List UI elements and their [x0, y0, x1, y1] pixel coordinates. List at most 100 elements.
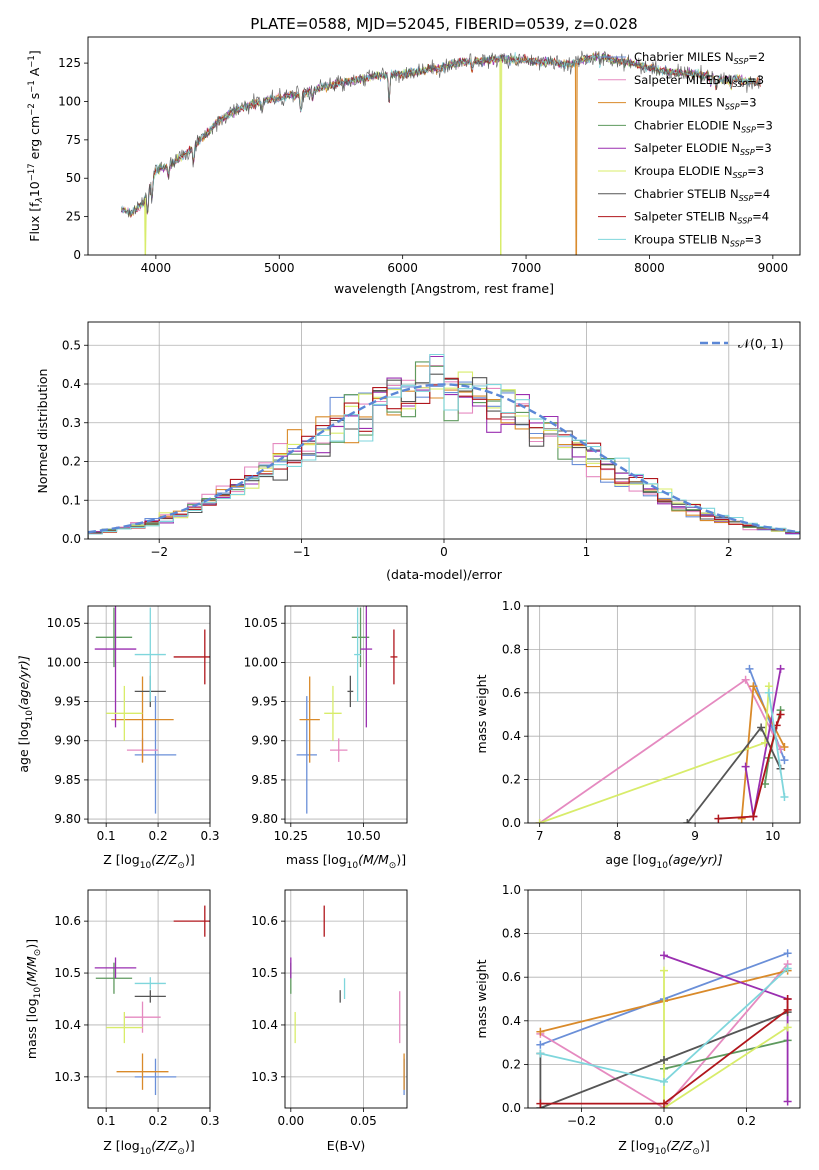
- weight-marker: [660, 1077, 668, 1086]
- spectrum-plot-area: [120, 50, 761, 255]
- weight-marker: [783, 964, 792, 973]
- weight-marker: [764, 688, 773, 697]
- weight-line: [539, 678, 782, 823]
- normal-curve: [88, 383, 800, 534]
- weight-marker: [776, 664, 785, 673]
- age_vs_Z-ytick-label: 9.95: [54, 695, 81, 709]
- age_vs_Z-frame: [87, 605, 211, 824]
- spectrum-axes: 4000 5000 6000 7000 8000 9000 0 25 50 75 100 125 wav…: [27, 36, 801, 296]
- mass_vs_ebv-frame: [284, 889, 408, 1109]
- weight-marker: [741, 675, 750, 684]
- age_vs_Z-ytick-label: 9.80: [54, 812, 81, 826]
- weight_vs_Z-ytick-label: 1.0: [502, 883, 521, 897]
- mass_vs_ebv-xtick-label: 0.00: [277, 1114, 304, 1128]
- mass_vs_Z-xtick-label: 0.1: [97, 1114, 116, 1128]
- weight-marker: [749, 682, 758, 691]
- age_vs_Z-ytick-label: 9.85: [54, 773, 81, 787]
- legend-entry: Salpeter MILES NSSP=3: [634, 73, 764, 89]
- age_vs_Z-plot-area: [94, 606, 210, 814]
- spectrum-xtick-label: 7000: [511, 261, 542, 275]
- mass_vs_Z-ytick-label: 10.5: [54, 966, 81, 980]
- age_vs_mass-ytick-label: 9.95: [251, 695, 278, 709]
- errorbar-salpeter-elodie: [94, 957, 137, 979]
- residuals-ytick-label: 0.1: [62, 493, 81, 507]
- residuals-ytick-label: 0.5: [62, 338, 81, 352]
- weight-marker: [737, 814, 746, 823]
- mass_vs_Z-xtick-label: 0.3: [200, 1114, 219, 1128]
- weight-line: [539, 1011, 788, 1108]
- weight_vs_age-ytick-label: 1.0: [502, 599, 521, 613]
- weight_vs_Z-axes: −0.2 0.0 0.2 0.0 0.2 0.4 0.6 0.8 1.0 Z [log10(Z/Z…: [474, 883, 801, 1157]
- residuals-xtick-label: −1: [293, 545, 311, 559]
- spectrum-xtick-label: 9000: [758, 261, 789, 275]
- weight-marker: [536, 1049, 545, 1058]
- weight-marker: [783, 1097, 792, 1106]
- residuals-ytick-label: 0.0: [62, 532, 81, 546]
- weight-series-kroupa-elodie: [535, 682, 773, 823]
- age_vs_Z-ytick-label: 10.05: [47, 616, 81, 630]
- weight-series-chabrier-stelib: [683, 723, 785, 823]
- weight_vs_age-ytick-label: 0.6: [502, 686, 521, 700]
- weight-line: [539, 686, 770, 823]
- age_vs_mass-ytick-label: 10.05: [244, 616, 278, 630]
- age_vs_mass-xtick-label: 10.25: [274, 829, 308, 843]
- weight-marker: [536, 1040, 545, 1049]
- spectrum-legend: Chabrier MILES NSSP=2 Salpeter MILES NSSP…: [598, 50, 773, 248]
- age_vs_mass-xlabel: mass [log10(M/M⊙)]: [286, 852, 406, 871]
- spectrum-xtick-label: 6000: [387, 261, 418, 275]
- spectrum-xlabel: wavelength [Angstrom, rest frame]: [334, 281, 554, 296]
- residuals-ytick-label: 0.2: [62, 455, 81, 469]
- residual-hist-kroupa-stelib: [88, 353, 800, 539]
- legend-entry: Chabrier ELODIE NSSP=3: [634, 118, 773, 134]
- weight-line: [540, 999, 789, 1105]
- errorbar-salpeter-stelib: [173, 905, 210, 937]
- weight-marker: [783, 1005, 792, 1014]
- weight-marker: [783, 995, 792, 1003]
- age_vs_Z-axes: 0.1 0.2 0.3 9.80 9.85 9.90 9.95 10.00 10.05 Z [lo…: [16, 605, 220, 871]
- weight_vs_age-ylabel: mass weight: [474, 674, 489, 753]
- errorbar-kroupa-elodie: [324, 685, 342, 741]
- mass_vs_ebv-ytick-label: 10.6: [251, 914, 278, 928]
- mass_vs_ebv-axes: 0.00 0.05 10.3 10.4 10.5 10.6 E(B-V): [251, 889, 408, 1153]
- age_vs_mass-axes: 10.25 10.50 9.80 9.85 9.90 9.95 10.00 10.05 mass…: [244, 605, 408, 871]
- spectrum-ytick-label: 100: [58, 94, 81, 108]
- spectrum-line-chabrier-stelib: [121, 50, 761, 218]
- weight-marker: [745, 664, 754, 673]
- age_vs_mass-ytick-label: 9.85: [251, 773, 278, 787]
- residuals-xlabel: (data-model)/error: [386, 567, 503, 582]
- weight_vs_Z-frame: [527, 889, 801, 1109]
- legend-entry: Chabrier STELIB NSSP=4: [634, 187, 770, 203]
- weight-marker: [780, 743, 789, 752]
- weight_vs_Z-xtick-label: 0.0: [654, 1114, 673, 1128]
- weight_vs_age-plot-area: [535, 664, 789, 823]
- age_vs_Z-xtick-label: 0.1: [97, 829, 116, 843]
- errorbar-salpeter-stelib: [390, 629, 398, 685]
- weight_vs_age-ytick-label: 0.8: [502, 642, 521, 656]
- weight-marker: [660, 1056, 668, 1065]
- weight-line: [718, 714, 782, 820]
- legend-entry: Kroupa ELODIE NSSP=3: [634, 164, 764, 180]
- age_vs_mass-xtick-label: 10.50: [346, 829, 380, 843]
- mass_vs_Z-plot-area: [94, 905, 210, 1096]
- normal-legend-label: 𝒩(0, 1): [738, 336, 784, 351]
- weight-marker: [535, 819, 544, 823]
- weight-marker: [749, 812, 758, 821]
- errorbar-salpeter-miles: [330, 738, 348, 762]
- errorbar-kroupa-stelib: [134, 977, 166, 990]
- mass_vs_Z-frame: [87, 889, 211, 1109]
- residuals-xtick-label: 2: [725, 545, 733, 559]
- mass_vs_Z-xtick-label: 0.2: [149, 1114, 168, 1128]
- weight-line: [539, 963, 789, 1108]
- weight-marker: [660, 951, 668, 960]
- mass_vs_ebv-xtick-label: 0.05: [350, 1114, 377, 1128]
- errorbar-salpeter-elodie: [360, 606, 373, 728]
- mass_vs_ebv-ytick-label: 10.3: [251, 1070, 278, 1084]
- errorbar-kroupa-miles: [111, 676, 174, 763]
- spectrum-ytick-label: 50: [66, 171, 81, 185]
- weight_vs_age-xtick-label: 10: [765, 829, 780, 843]
- errorbar-kroupa-stelib: [354, 607, 362, 702]
- weight_vs_age-xtick-label: 7: [536, 829, 544, 843]
- weight_vs_age-xtick-label: 9: [691, 829, 699, 843]
- weight_vs_Z-ytick-label: 0.2: [502, 1057, 521, 1071]
- legend-entry: Chabrier MILES NSSP=2: [634, 50, 765, 66]
